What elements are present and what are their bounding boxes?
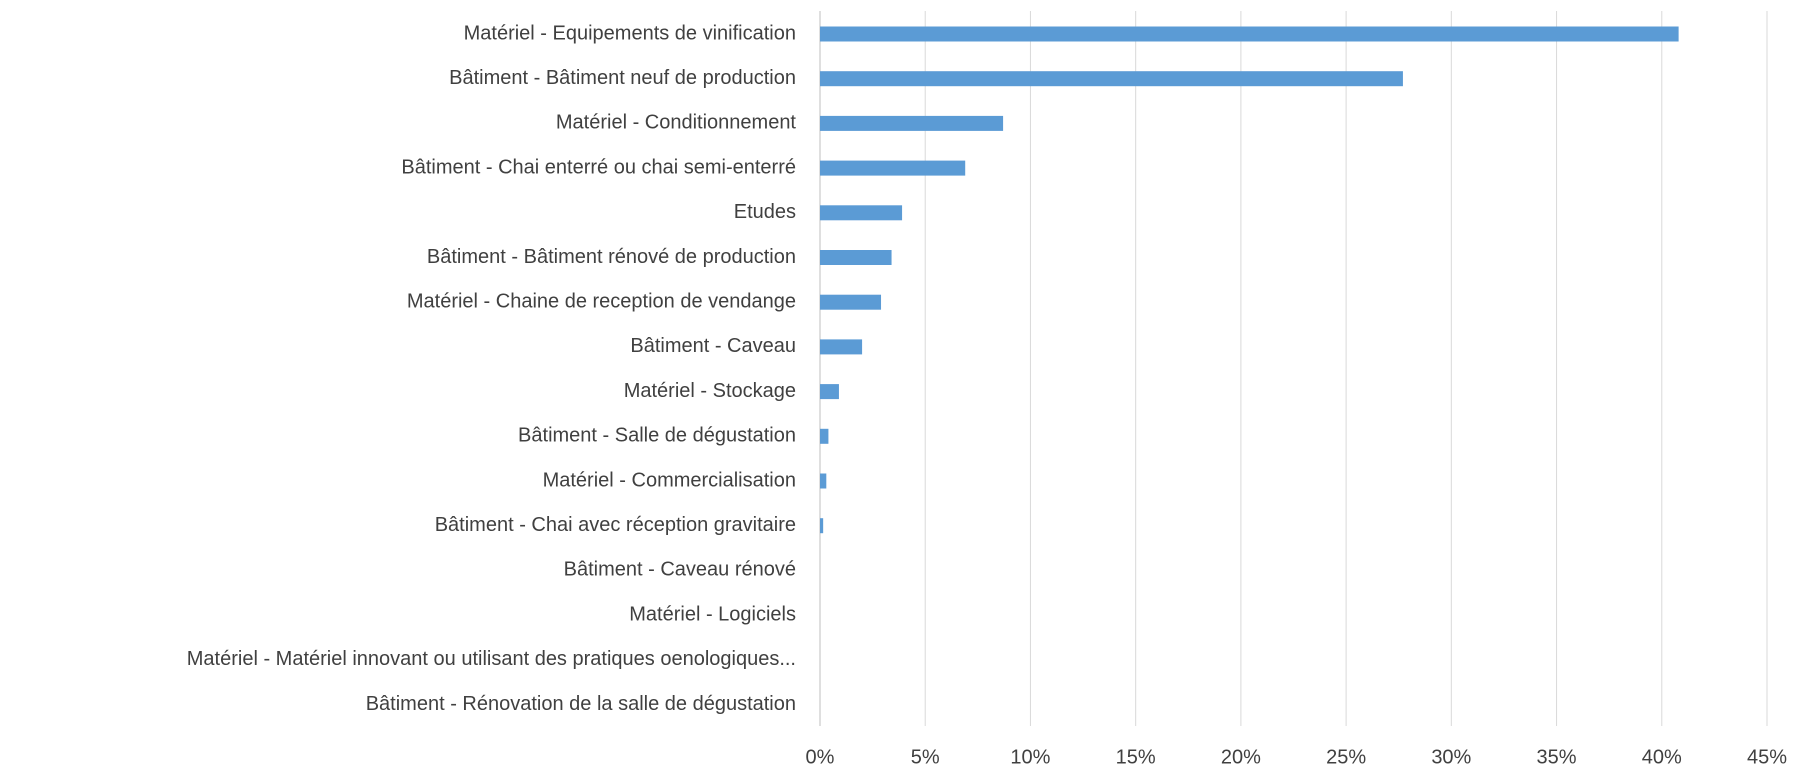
y-tick-label: Etudes [734, 201, 796, 223]
y-tick-label: Bâtiment - Salle de dégustation [518, 425, 796, 447]
x-tick-label: 5% [911, 746, 940, 768]
x-tick-label: 25% [1326, 746, 1366, 768]
y-tick-label: Matériel - Stockage [624, 380, 796, 402]
y-tick-label: Bâtiment - Caveau [630, 335, 796, 357]
bar [820, 339, 863, 355]
bar [820, 294, 882, 310]
bar [820, 71, 1403, 87]
y-tick-label: Bâtiment - Rénovation de la salle de dég… [366, 693, 796, 715]
bar [820, 473, 827, 489]
x-tick-label: 30% [1431, 746, 1471, 768]
y-tick-label: Bâtiment - Chai enterré ou chai semi-ent… [401, 156, 796, 178]
y-tick-label: Bâtiment - Caveau rénové [564, 559, 796, 581]
y-tick-label: Matériel - Equipements de vinification [464, 22, 796, 44]
bar [820, 250, 892, 265]
bar [820, 428, 829, 444]
bar [820, 26, 1679, 42]
x-tick-label: 40% [1642, 746, 1682, 768]
bar [820, 205, 903, 221]
bar [820, 115, 1004, 131]
y-tick-label: Matériel - Chaine de reception de vendan… [407, 290, 796, 312]
y-tick-label: Matériel - Conditionnement [556, 112, 797, 134]
y-tick-label: Matériel - Matériel innovant ou utilisan… [187, 648, 796, 670]
y-tick-label: Matériel - Logiciels [629, 603, 796, 625]
x-tick-label: 45% [1747, 746, 1787, 768]
y-tick-label: Bâtiment - Bâtiment neuf de production [449, 67, 796, 89]
y-tick-label: Bâtiment - Bâtiment rénové de production [427, 246, 796, 268]
bar [820, 518, 824, 534]
x-tick-label: 35% [1537, 746, 1577, 768]
x-tick-label: 10% [1010, 746, 1050, 768]
bar [820, 160, 966, 176]
x-tick-label: 15% [1116, 746, 1156, 768]
y-tick-label: Bâtiment - Chai avec réception gravitair… [435, 514, 796, 536]
bar [820, 384, 839, 400]
x-tick-label: 20% [1221, 746, 1261, 768]
y-tick-label: Matériel - Commercialisation [543, 469, 796, 491]
x-tick-label: 0% [806, 746, 835, 768]
